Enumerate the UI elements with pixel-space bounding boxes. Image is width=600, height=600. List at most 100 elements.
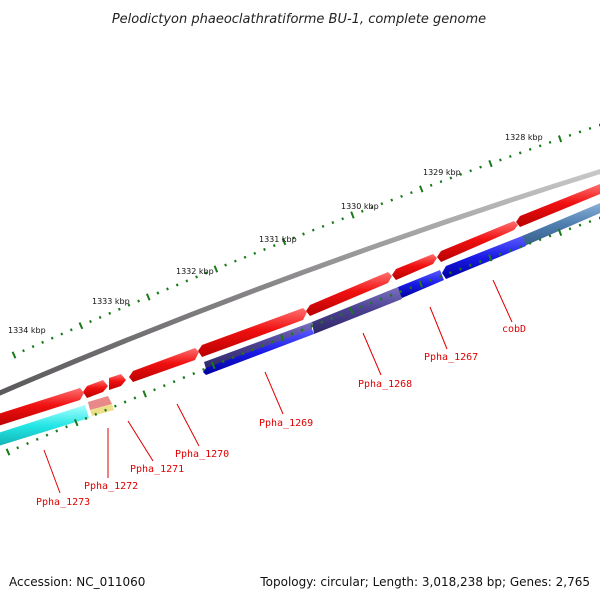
inner-minor-tick (578, 223, 582, 227)
outer-major-tick (11, 351, 17, 359)
outer-minor-tick (439, 180, 443, 184)
outer-minor-tick (185, 279, 189, 283)
kbp-label-1334: 1334 kbp (8, 326, 46, 335)
gene-arrow-forward-8 (0, 388, 84, 426)
inner-minor-tick (340, 312, 343, 317)
inner-minor-tick (409, 286, 413, 290)
outer-minor-tick (538, 144, 542, 148)
inner-minor-tick (172, 380, 176, 384)
forward-strand-track (0, 184, 600, 426)
gene-arrow-forward-7 (83, 380, 108, 398)
inner-minor-tick (55, 429, 59, 433)
inner-minor-tick (429, 278, 433, 282)
inner-minor-tick (251, 348, 255, 352)
inner-major-tick (73, 419, 79, 427)
outer-minor-tick (89, 320, 92, 324)
kbp-label-1332: 1332 kbp (176, 267, 214, 276)
outer-major-tick (350, 211, 355, 219)
inner-minor-tick (320, 320, 324, 324)
inner-minor-tick (548, 234, 552, 238)
outer-minor-tick (224, 263, 228, 267)
outer-minor-tick (117, 307, 121, 311)
outer-minor-tick (69, 328, 73, 332)
inner-minor-tick (221, 360, 225, 364)
gene-arrow-cobD (522, 203, 600, 247)
outer-minor-tick (166, 287, 169, 291)
inner-major-tick (5, 448, 11, 456)
outer-minor-tick (380, 202, 384, 206)
map-title: Pelodictyon phaeoclathratiforme BU-1, co… (112, 12, 486, 27)
outer-major-tick (419, 185, 424, 193)
inner-minor-tick (26, 442, 29, 446)
gene-label-ppha-1268: Ppha_1268 (358, 379, 412, 390)
inner-minor-tick (65, 425, 68, 429)
outer-minor-tick (41, 340, 45, 344)
gene-labels: cobD Ppha_1267 Ppha_1268 Ppha_1269 Ppha_… (36, 324, 526, 508)
gene-arrow-ppha-1273 (0, 405, 89, 446)
inner-minor-tick (123, 400, 127, 404)
outer-minor-tick (175, 283, 179, 287)
inner-minor-tick (16, 446, 20, 450)
outer-major-tick (281, 238, 287, 246)
outer-minor-tick (518, 151, 522, 155)
outer-minor-tick (31, 345, 35, 349)
inner-minor-tick (399, 290, 403, 294)
outer-minor-tick (311, 228, 315, 232)
gene-label-ppha-1271: Ppha_1271 (130, 464, 184, 475)
inner-minor-tick (153, 388, 156, 392)
outer-minor-tick (568, 133, 572, 137)
outer-minor-tick (272, 244, 276, 248)
outer-minor-tick (578, 130, 582, 134)
leader-ppha-1269 (264, 371, 284, 415)
leader-ppha-1273 (43, 449, 61, 494)
inner-minor-tick (261, 344, 264, 348)
outer-minor-tick (548, 140, 552, 144)
inner-minor-tick (379, 297, 383, 301)
inner-minor-tick (588, 220, 592, 224)
outer-minor-tick (108, 311, 112, 315)
outer-minor-tick (469, 169, 473, 173)
inner-minor-tick (478, 260, 482, 264)
inner-minor-tick (290, 332, 294, 336)
gene-label-ppha-1270: Ppha_1270 (175, 449, 229, 460)
outer-minor-tick (137, 299, 141, 303)
reverse-strand-track (0, 203, 600, 446)
gene-arrow-ppha-1268-region (312, 287, 402, 334)
outer-minor-tick (360, 209, 364, 213)
inner-minor-tick (241, 352, 245, 356)
gene-label-ppha-1272: Ppha_1272 (84, 481, 138, 492)
outer-major-tick (145, 293, 151, 301)
outer-minor-tick (263, 247, 266, 251)
genome-backbone (0, 168, 600, 396)
inner-minor-tick (113, 404, 117, 408)
kbp-scale-labels: 1328 kbp 1329 kbp 1330 kbp 1331 kbp 1332… (8, 133, 543, 335)
outer-minor-tick (410, 191, 413, 195)
kbp-label-1331: 1331 kbp (259, 235, 297, 244)
inner-minor-tick (231, 356, 235, 360)
gene-label-ppha-1269: Ppha_1269 (259, 418, 313, 429)
topology-text: Topology: circular; Length: 3,018,238 bp… (259, 575, 590, 589)
gene-arrow-forward-6 (109, 374, 126, 390)
outer-minor-tick (204, 271, 208, 275)
outer-minor-tick (429, 183, 433, 187)
outer-major-tick (213, 265, 219, 273)
outer-minor-tick (390, 198, 394, 202)
inner-minor-tick (568, 227, 572, 231)
inner-minor-tick (439, 274, 442, 279)
inner-minor-tick (518, 245, 522, 249)
kbp-label-1330: 1330 kbp (341, 202, 379, 211)
gene-arrow-forward-4 (198, 308, 307, 357)
outer-major-tick (78, 322, 84, 330)
inner-minor-tick (133, 396, 137, 400)
outer-minor-tick (156, 291, 160, 295)
gene-arrow-forward-1 (437, 221, 518, 262)
outer-minor-tick (292, 236, 296, 240)
leader-cobD (492, 279, 513, 323)
inner-minor-tick (192, 372, 196, 376)
inner-scale-ticks (5, 216, 600, 456)
inner-minor-tick (202, 368, 205, 372)
outer-minor-tick (253, 251, 257, 255)
gene-arrow-ppha-1269 (203, 329, 314, 375)
gene-arrow-ppha-1267 (442, 236, 526, 279)
